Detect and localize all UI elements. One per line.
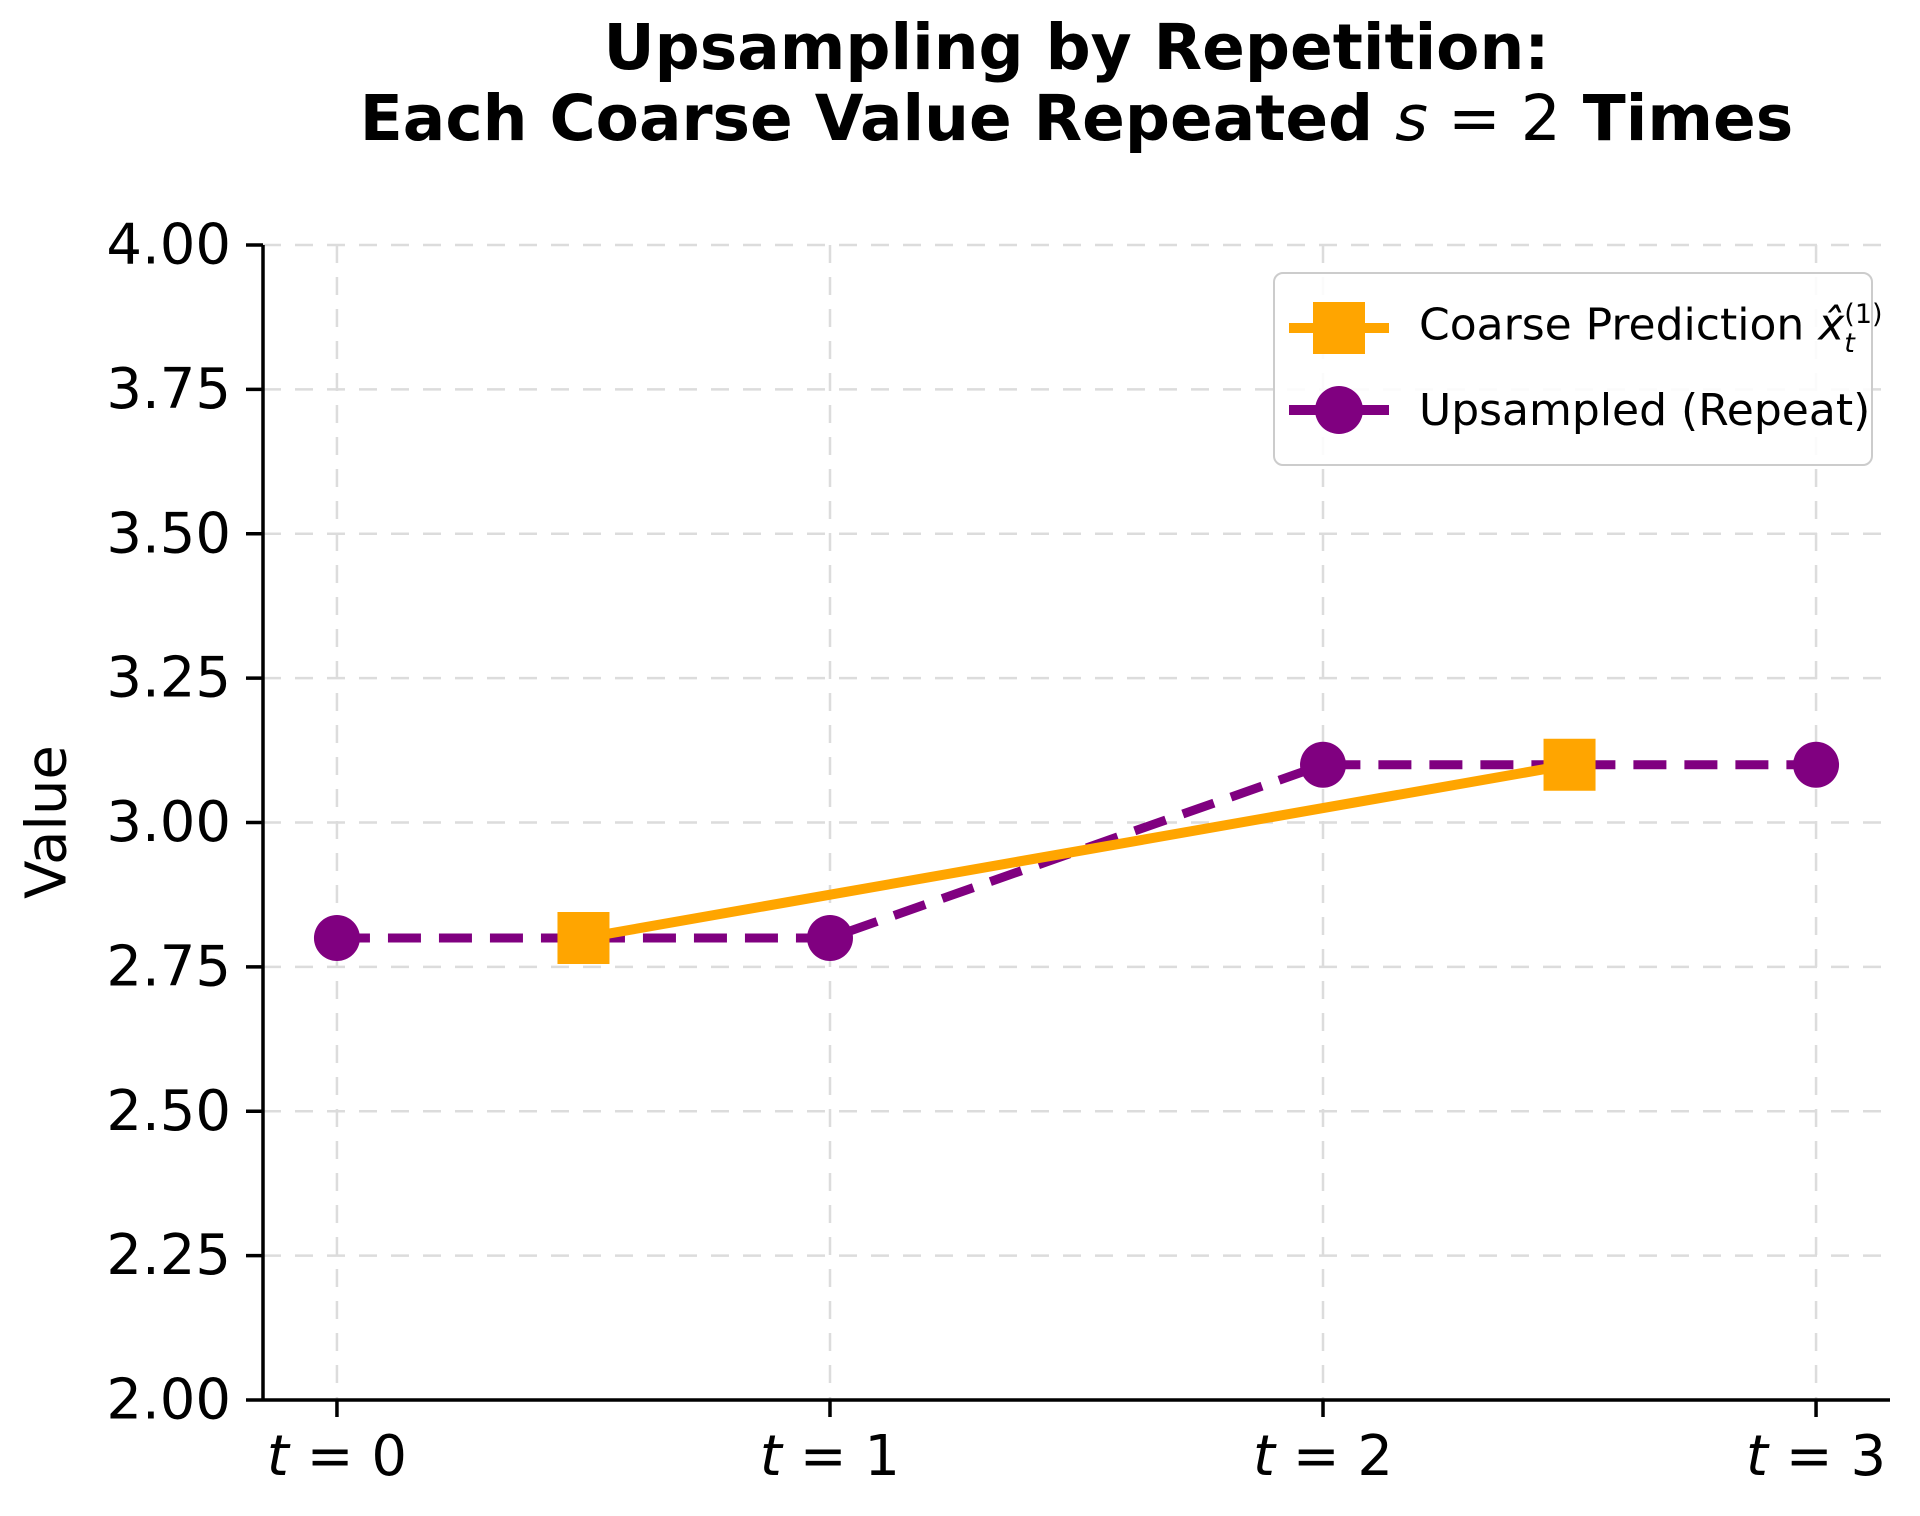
- legend-item-coarse: Coarse Prediction x̂ (1) t: [1289, 299, 1883, 358]
- data-point-square: [1543, 738, 1596, 791]
- square-marker-icon: [1313, 301, 1365, 354]
- circle-marker-icon: [1315, 386, 1363, 435]
- legend-marker-coarse: [1289, 299, 1389, 357]
- data-point-square: [557, 912, 610, 964]
- chart-title: Upsampling by Repetition: Each Coarse Va…: [263, 12, 1890, 154]
- y-tick-label: 3.25: [106, 646, 231, 711]
- y-tick-label: 3.75: [106, 357, 231, 422]
- legend-label-upsampled: Upsampled (Repeat): [1419, 384, 1871, 436]
- data-point-circle: [1300, 741, 1347, 788]
- legend-label-coarse: Coarse Prediction x̂ (1) t: [1419, 299, 1883, 359]
- y-tick-label: 2.75: [106, 934, 231, 999]
- x-tick-label: t = 3: [1746, 1424, 1886, 1489]
- legend: Coarse Prediction x̂ (1) t Upsampled (Repe…: [1273, 272, 1883, 466]
- data-point-circle: [1793, 741, 1840, 788]
- x-tick-label: t = 0: [267, 1424, 407, 1489]
- y-tick-label: 2.25: [106, 1223, 231, 1288]
- chart-title-line1: Upsampling by Repetition:: [603, 11, 1550, 84]
- y-tick-label: 3.00: [106, 790, 231, 855]
- legend-item-upsampled: Upsampled (Repeat): [1289, 381, 1871, 439]
- y-tick-label: 3.50: [106, 501, 231, 566]
- y-tick-label: 2.50: [106, 1079, 231, 1144]
- legend-marker-upsampled: [1289, 381, 1389, 439]
- data-point-circle: [313, 915, 360, 961]
- y-tick-label: 4.00: [106, 213, 231, 278]
- x-tick-label: t = 2: [1253, 1424, 1393, 1489]
- x-tick-label: t = 1: [760, 1424, 900, 1489]
- data-point-circle: [806, 915, 853, 961]
- chart-title-line2: Each Coarse Value Repeated s = 2 Times: [359, 82, 1794, 156]
- y-tick-label: 2.00: [106, 1368, 231, 1433]
- series-line-coarse: [582, 759, 1571, 943]
